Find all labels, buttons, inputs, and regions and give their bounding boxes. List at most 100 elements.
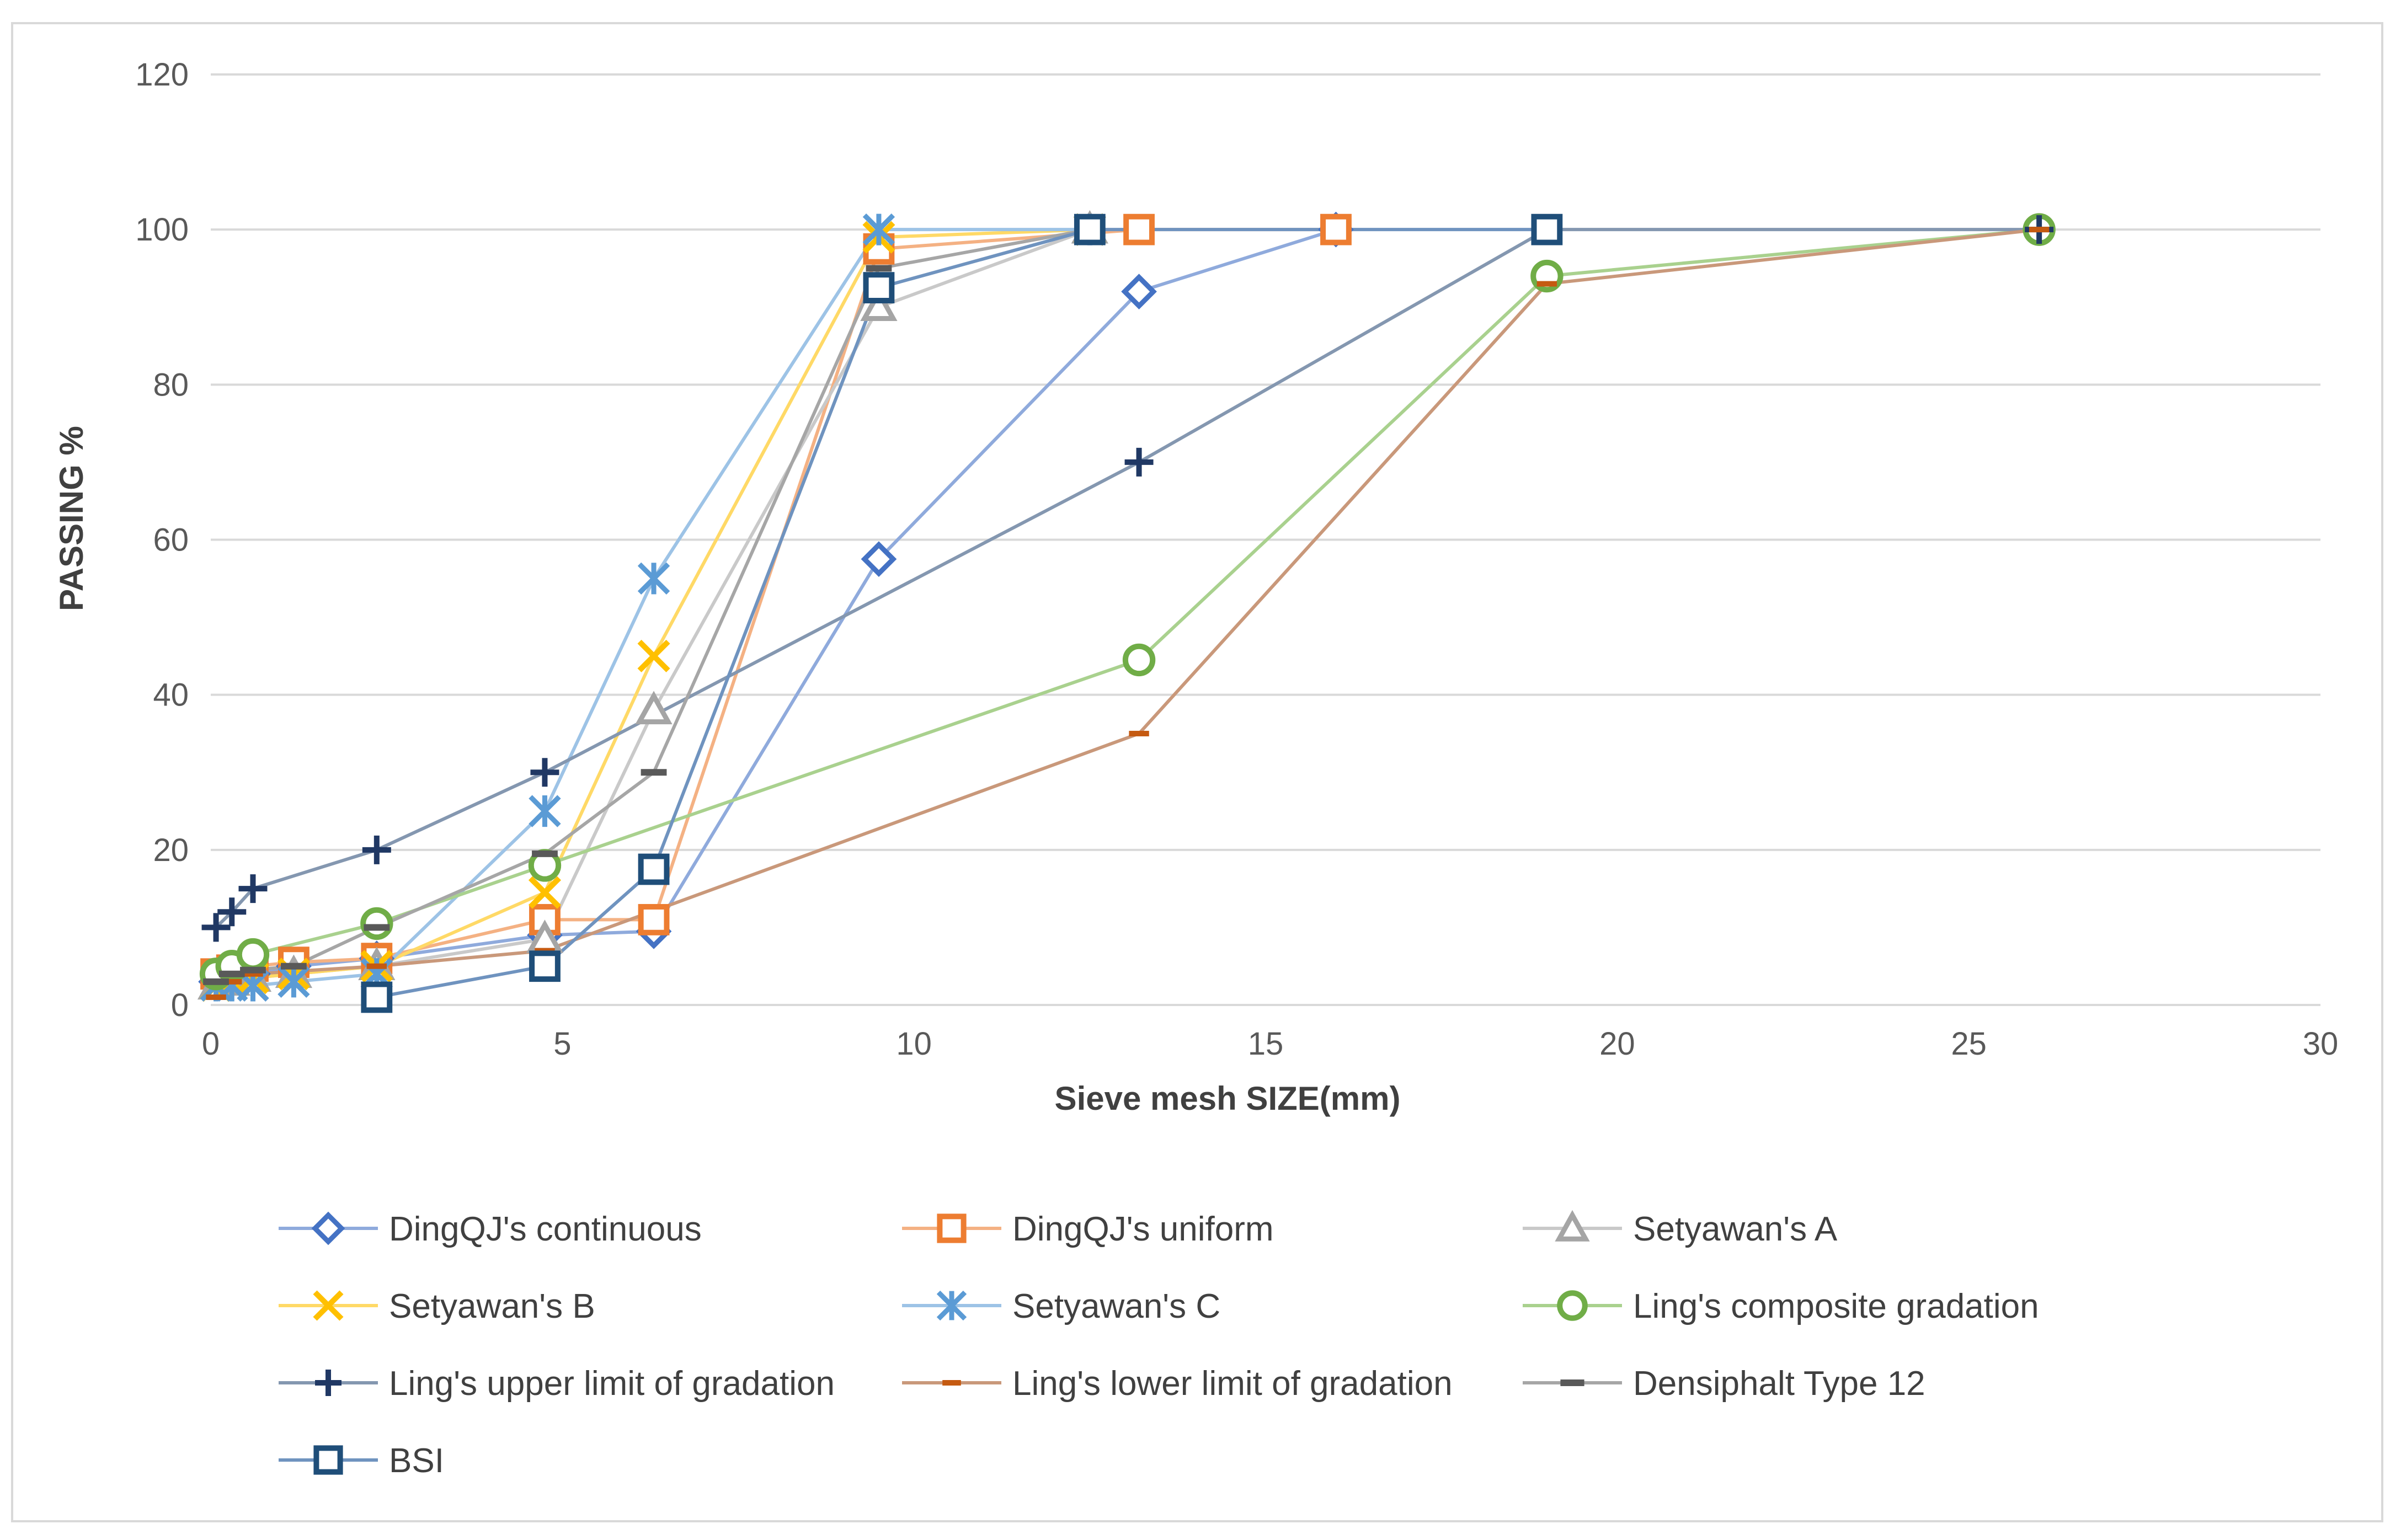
- series-line-9: [376, 228, 1547, 999]
- legend-item: Ling's upper limit of gradation: [279, 1365, 835, 1403]
- legend-item: DingQJ's uniform: [902, 1210, 1274, 1248]
- data-point: [1121, 274, 1157, 309]
- data-point: [530, 758, 559, 787]
- legend-label: Setyawan's B: [389, 1287, 595, 1325]
- data-point: [201, 913, 231, 942]
- legend-label: Ling's lower limit of gradation: [1012, 1365, 1453, 1403]
- series-line-5: [215, 228, 2040, 976]
- series-line-1: [215, 228, 1336, 976]
- data-point: [1129, 730, 1149, 736]
- legend-label: Ling's upper limit of gradation: [389, 1365, 835, 1403]
- data-point: [222, 978, 242, 985]
- y-axis-tick-labels: 0 20 40 60 80 100 120: [135, 57, 189, 1023]
- y-tick-label: 120: [135, 57, 189, 93]
- x-tick-label: 5: [553, 1026, 571, 1062]
- data-point: [1531, 213, 1563, 245]
- x-tick-label: 20: [1599, 1026, 1635, 1062]
- data-point: [862, 213, 895, 246]
- data-point: [1074, 213, 1106, 245]
- legend: DingQJ's continuous DingQJ's uniform Setya…: [279, 1210, 2039, 1480]
- data-point: [1536, 281, 1557, 287]
- y-tick-label: 40: [153, 677, 189, 713]
- legend-item: Ling's composite gradation: [1523, 1287, 2039, 1325]
- legend-marker: [1560, 1379, 1584, 1386]
- legend-marker: [942, 1380, 961, 1386]
- legend-label: Ling's composite gradation: [1633, 1287, 2039, 1325]
- legend-item: DingQJ's continuous: [279, 1210, 702, 1248]
- data-point: [360, 907, 393, 940]
- x-tick-label: 30: [2303, 1026, 2339, 1062]
- x-tick-label: 10: [896, 1026, 932, 1062]
- data-point: [637, 639, 670, 672]
- series-lines: [215, 228, 2040, 999]
- legend-marker: [1555, 1210, 1590, 1242]
- x-axis-title: Sieve mesh SIZE(mm): [1055, 1080, 1401, 1117]
- data-point: [866, 265, 892, 272]
- series-line-7: [215, 228, 2040, 999]
- legend-item: Setyawan's A: [1523, 1210, 1838, 1248]
- y-tick-label: 20: [153, 832, 189, 868]
- legend-item: Densiphalt Type 12: [1523, 1365, 1925, 1403]
- data-point: [206, 994, 226, 1000]
- data-point: [532, 850, 558, 857]
- y-axis-title: PASSING %: [53, 426, 90, 611]
- data-point: [1123, 213, 1155, 245]
- data-point: [361, 981, 393, 1013]
- y-tick-label: 100: [135, 212, 189, 248]
- data-point: [1122, 643, 1156, 677]
- data-point: [243, 971, 263, 977]
- data-point: [1320, 213, 1352, 245]
- y-tick-label: 80: [153, 367, 189, 403]
- data-point: [203, 978, 229, 985]
- legend-marker: [937, 1213, 967, 1243]
- data-point: [238, 874, 268, 903]
- legend-marker: [313, 1445, 343, 1475]
- y-tick-label: 0: [171, 987, 189, 1023]
- x-tick-label: 25: [1951, 1026, 1987, 1062]
- data-point: [364, 924, 390, 931]
- series-line-6: [215, 228, 2040, 929]
- data-point: [641, 769, 667, 776]
- legend-item: Ling's lower limit of gradation: [902, 1365, 1453, 1403]
- data-point: [281, 962, 307, 970]
- x-tick-label: 15: [1248, 1026, 1284, 1062]
- data-point: [863, 272, 895, 304]
- legend-marker: [936, 1290, 967, 1321]
- legend-item: Setyawan's B: [279, 1287, 595, 1325]
- data-point: [362, 835, 391, 864]
- legend-marker: [315, 1370, 342, 1396]
- y-tick-label: 60: [153, 522, 189, 558]
- legend-item: Setyawan's C: [902, 1287, 1220, 1325]
- data-point: [860, 287, 898, 322]
- data-point: [236, 938, 270, 971]
- data-point: [366, 963, 387, 969]
- data-point: [528, 876, 562, 909]
- data-point: [638, 853, 670, 885]
- data-point: [278, 965, 310, 998]
- legend-marker: [1557, 1290, 1588, 1321]
- data-point: [638, 903, 670, 935]
- data-point: [529, 795, 561, 827]
- legend-label: DingQJ's uniform: [1012, 1210, 1274, 1248]
- data-point: [1124, 447, 1154, 477]
- data-point: [635, 691, 673, 725]
- legend-marker: [311, 1211, 345, 1245]
- x-tick-label: 0: [202, 1026, 220, 1062]
- legend-item: BSI: [279, 1442, 444, 1480]
- data-point: [861, 541, 897, 578]
- data-point: [2029, 227, 2050, 233]
- data-point: [637, 562, 670, 595]
- series-line-0: [215, 228, 1337, 983]
- legend-label: DingQJ's continuous: [389, 1210, 702, 1248]
- data-point: [240, 966, 266, 974]
- data-point: [217, 897, 247, 927]
- legend-label: Densiphalt Type 12: [1633, 1365, 1925, 1403]
- legend-marker: [313, 1290, 344, 1321]
- legend-label: BSI: [389, 1442, 444, 1480]
- series-markers: [197, 210, 2056, 1013]
- legend-label: Setyawan's A: [1633, 1210, 1838, 1248]
- data-point: [529, 950, 561, 982]
- legend-label: Setyawan's C: [1012, 1287, 1220, 1325]
- x-axis-tick-labels: 0 5 10 15 20 25 30: [202, 1026, 2338, 1062]
